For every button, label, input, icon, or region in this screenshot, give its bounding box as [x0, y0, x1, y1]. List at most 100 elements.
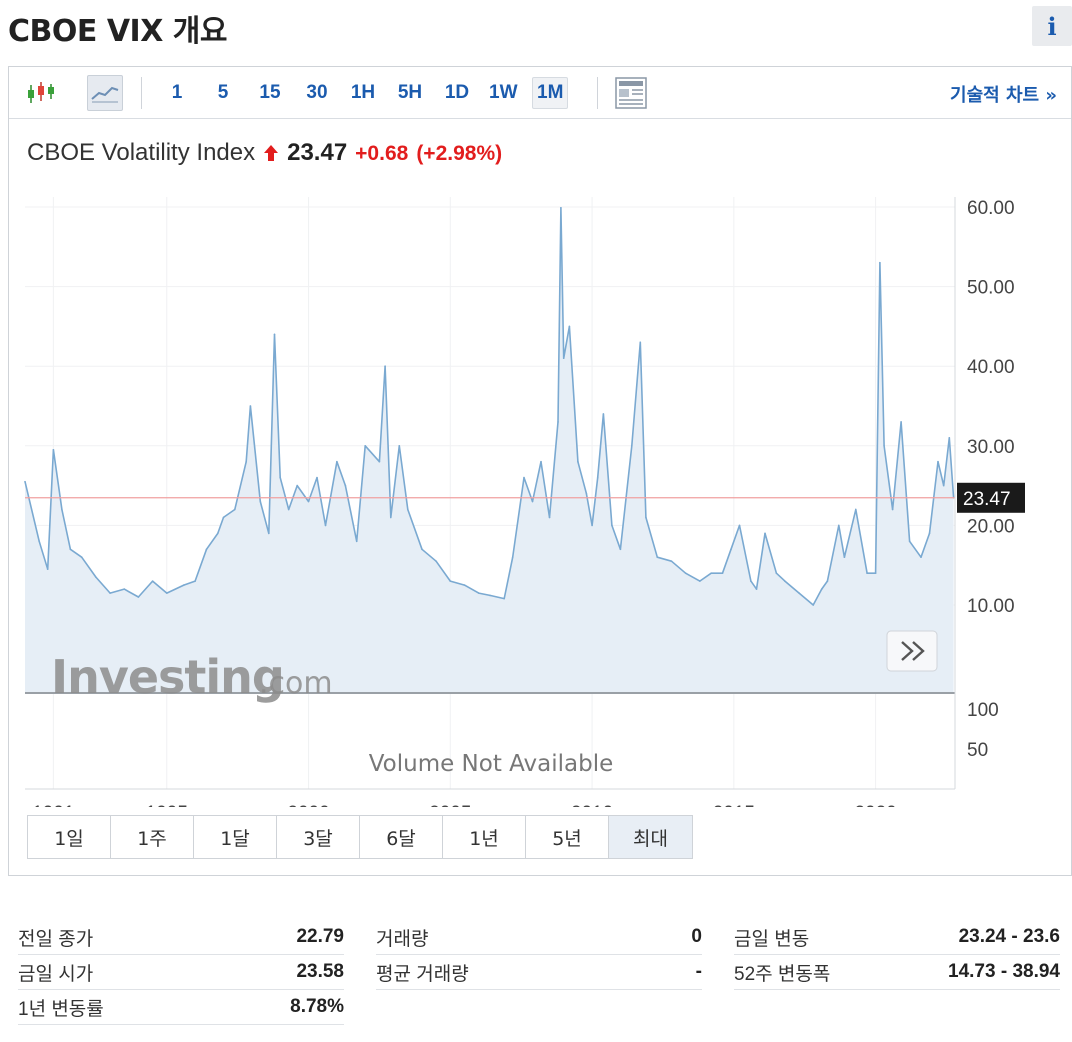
range-tab-1y[interactable]: 1년 — [443, 816, 526, 858]
x-tick-label: 2020 — [854, 803, 896, 807]
data-point — [109, 592, 111, 594]
data-point — [755, 588, 758, 590]
data-point — [562, 357, 565, 360]
interval-5[interactable]: 5 — [217, 82, 229, 103]
data-point — [61, 508, 63, 511]
candlestick-chart-icon[interactable] — [23, 75, 59, 111]
technical-chart-link[interactable]: 기술적 차트 » — [950, 85, 1057, 106]
data-point — [891, 508, 894, 511]
data-point — [259, 500, 262, 503]
interval-1d[interactable]: 1D — [444, 82, 470, 103]
stat-value: 8.78% — [290, 996, 344, 1017]
interval-15[interactable]: 15 — [259, 82, 281, 103]
data-point — [843, 556, 846, 559]
y-tick-label: 20.00 — [967, 516, 1015, 537]
interval-1m[interactable]: 1M — [532, 77, 569, 109]
stat-row: 1년 변동률 8.78% — [18, 990, 344, 1025]
volume-tick-label: 100 — [967, 700, 999, 721]
range-tab-1d[interactable]: 1일 — [28, 816, 111, 858]
y-tick-label: 30.00 — [967, 437, 1015, 458]
data-point — [721, 572, 724, 574]
watermark-logo-suffix: .com — [259, 666, 333, 701]
data-point — [557, 421, 559, 423]
data-point — [908, 540, 911, 543]
interval-1h[interactable]: 1H — [350, 82, 376, 103]
data-point — [948, 437, 951, 439]
data-point — [645, 516, 647, 519]
data-point — [585, 492, 588, 495]
price-chart[interactable]: 60.00 50.00 40.00 30.00 20.00 10.00 23.47 100 50… — [9, 187, 1071, 807]
data-point — [324, 524, 327, 527]
data-point — [463, 584, 466, 586]
data-point — [449, 580, 452, 582]
stat-row: 전일 종가 22.79 — [18, 920, 344, 955]
summary-stats: 전일 종가 22.79 금일 시가 23.58 1년 변동률 8.78% 거래량… — [18, 920, 1060, 1025]
data-point — [738, 524, 741, 527]
data-point — [95, 576, 97, 578]
data-point — [222, 516, 225, 519]
data-point — [38, 540, 40, 543]
range-tab-3m[interactable]: 3달 — [277, 816, 360, 858]
data-point — [699, 580, 701, 582]
stat-row: 52주 변동폭 14.73 - 38.94 — [734, 955, 1060, 990]
stats-column-2: 거래량 0 평균 거래량 - — [376, 920, 702, 1025]
data-point — [279, 476, 281, 479]
stat-value: - — [695, 961, 702, 982]
data-point — [540, 460, 542, 463]
stat-label: 52주 변동폭 — [734, 963, 831, 985]
range-tab-6m[interactable]: 6달 — [360, 816, 443, 858]
data-point — [268, 532, 270, 535]
stat-row: 금일 변동 23.24 - 23.6 — [734, 920, 1060, 955]
data-point — [217, 532, 219, 535]
range-tab-1m[interactable]: 1달 — [194, 816, 277, 858]
stat-label: 1년 변동률 — [18, 998, 104, 1020]
data-point — [826, 580, 829, 582]
data-point — [503, 597, 505, 600]
page-title: CBOE VIX 개요 — [8, 14, 227, 49]
data-point — [670, 560, 673, 563]
series-area — [25, 207, 954, 694]
data-point — [684, 572, 687, 574]
data-point — [46, 568, 49, 570]
series-line — [24, 207, 955, 606]
data-point — [194, 580, 196, 582]
range-tab-1w[interactable]: 1주 — [111, 816, 194, 858]
interval-30[interactable]: 30 — [306, 82, 328, 103]
range-tab-5y[interactable]: 5년 — [526, 816, 609, 858]
data-point — [123, 588, 126, 590]
volume-tick-label: 50 — [967, 740, 988, 761]
info-button[interactable]: i — [1032, 6, 1072, 46]
data-point — [798, 592, 800, 594]
watermark-logo: Investing — [51, 650, 284, 704]
stat-label: 전일 종가 — [18, 928, 94, 950]
interval-5h[interactable]: 5H — [397, 82, 423, 103]
data-point — [837, 524, 840, 527]
data-point — [151, 580, 154, 582]
x-tick-label: 2005 — [429, 803, 471, 807]
y-tick-label: 50.00 — [967, 278, 1015, 299]
data-point — [928, 532, 931, 535]
data-point — [639, 341, 642, 344]
volume-not-available-label: Volume Not Available — [369, 751, 614, 777]
data-point — [874, 572, 877, 574]
range-tabs: 1일 1주 1달 3달 6달 1년 5년 최대 — [27, 815, 693, 859]
news-layout-icon[interactable] — [613, 75, 649, 111]
data-point — [656, 556, 659, 559]
y-tick-label: 10.00 — [967, 596, 1015, 617]
data-point — [205, 548, 208, 551]
data-point — [296, 484, 298, 487]
data-point — [234, 508, 236, 511]
interval-1[interactable]: 1 — [171, 82, 183, 103]
interval-1w[interactable]: 1W — [489, 82, 518, 103]
data-point — [710, 572, 712, 574]
data-point — [866, 572, 868, 574]
stat-value: 23.58 — [296, 961, 344, 982]
data-point — [137, 596, 140, 598]
range-tab-max[interactable]: 최대 — [609, 816, 692, 858]
stat-label: 평균 거래량 — [376, 963, 469, 985]
data-point — [273, 333, 276, 336]
line-chart-icon[interactable] — [87, 75, 123, 111]
x-tick-label: 2015 — [713, 803, 755, 807]
data-point — [942, 484, 945, 487]
data-point — [577, 460, 579, 463]
